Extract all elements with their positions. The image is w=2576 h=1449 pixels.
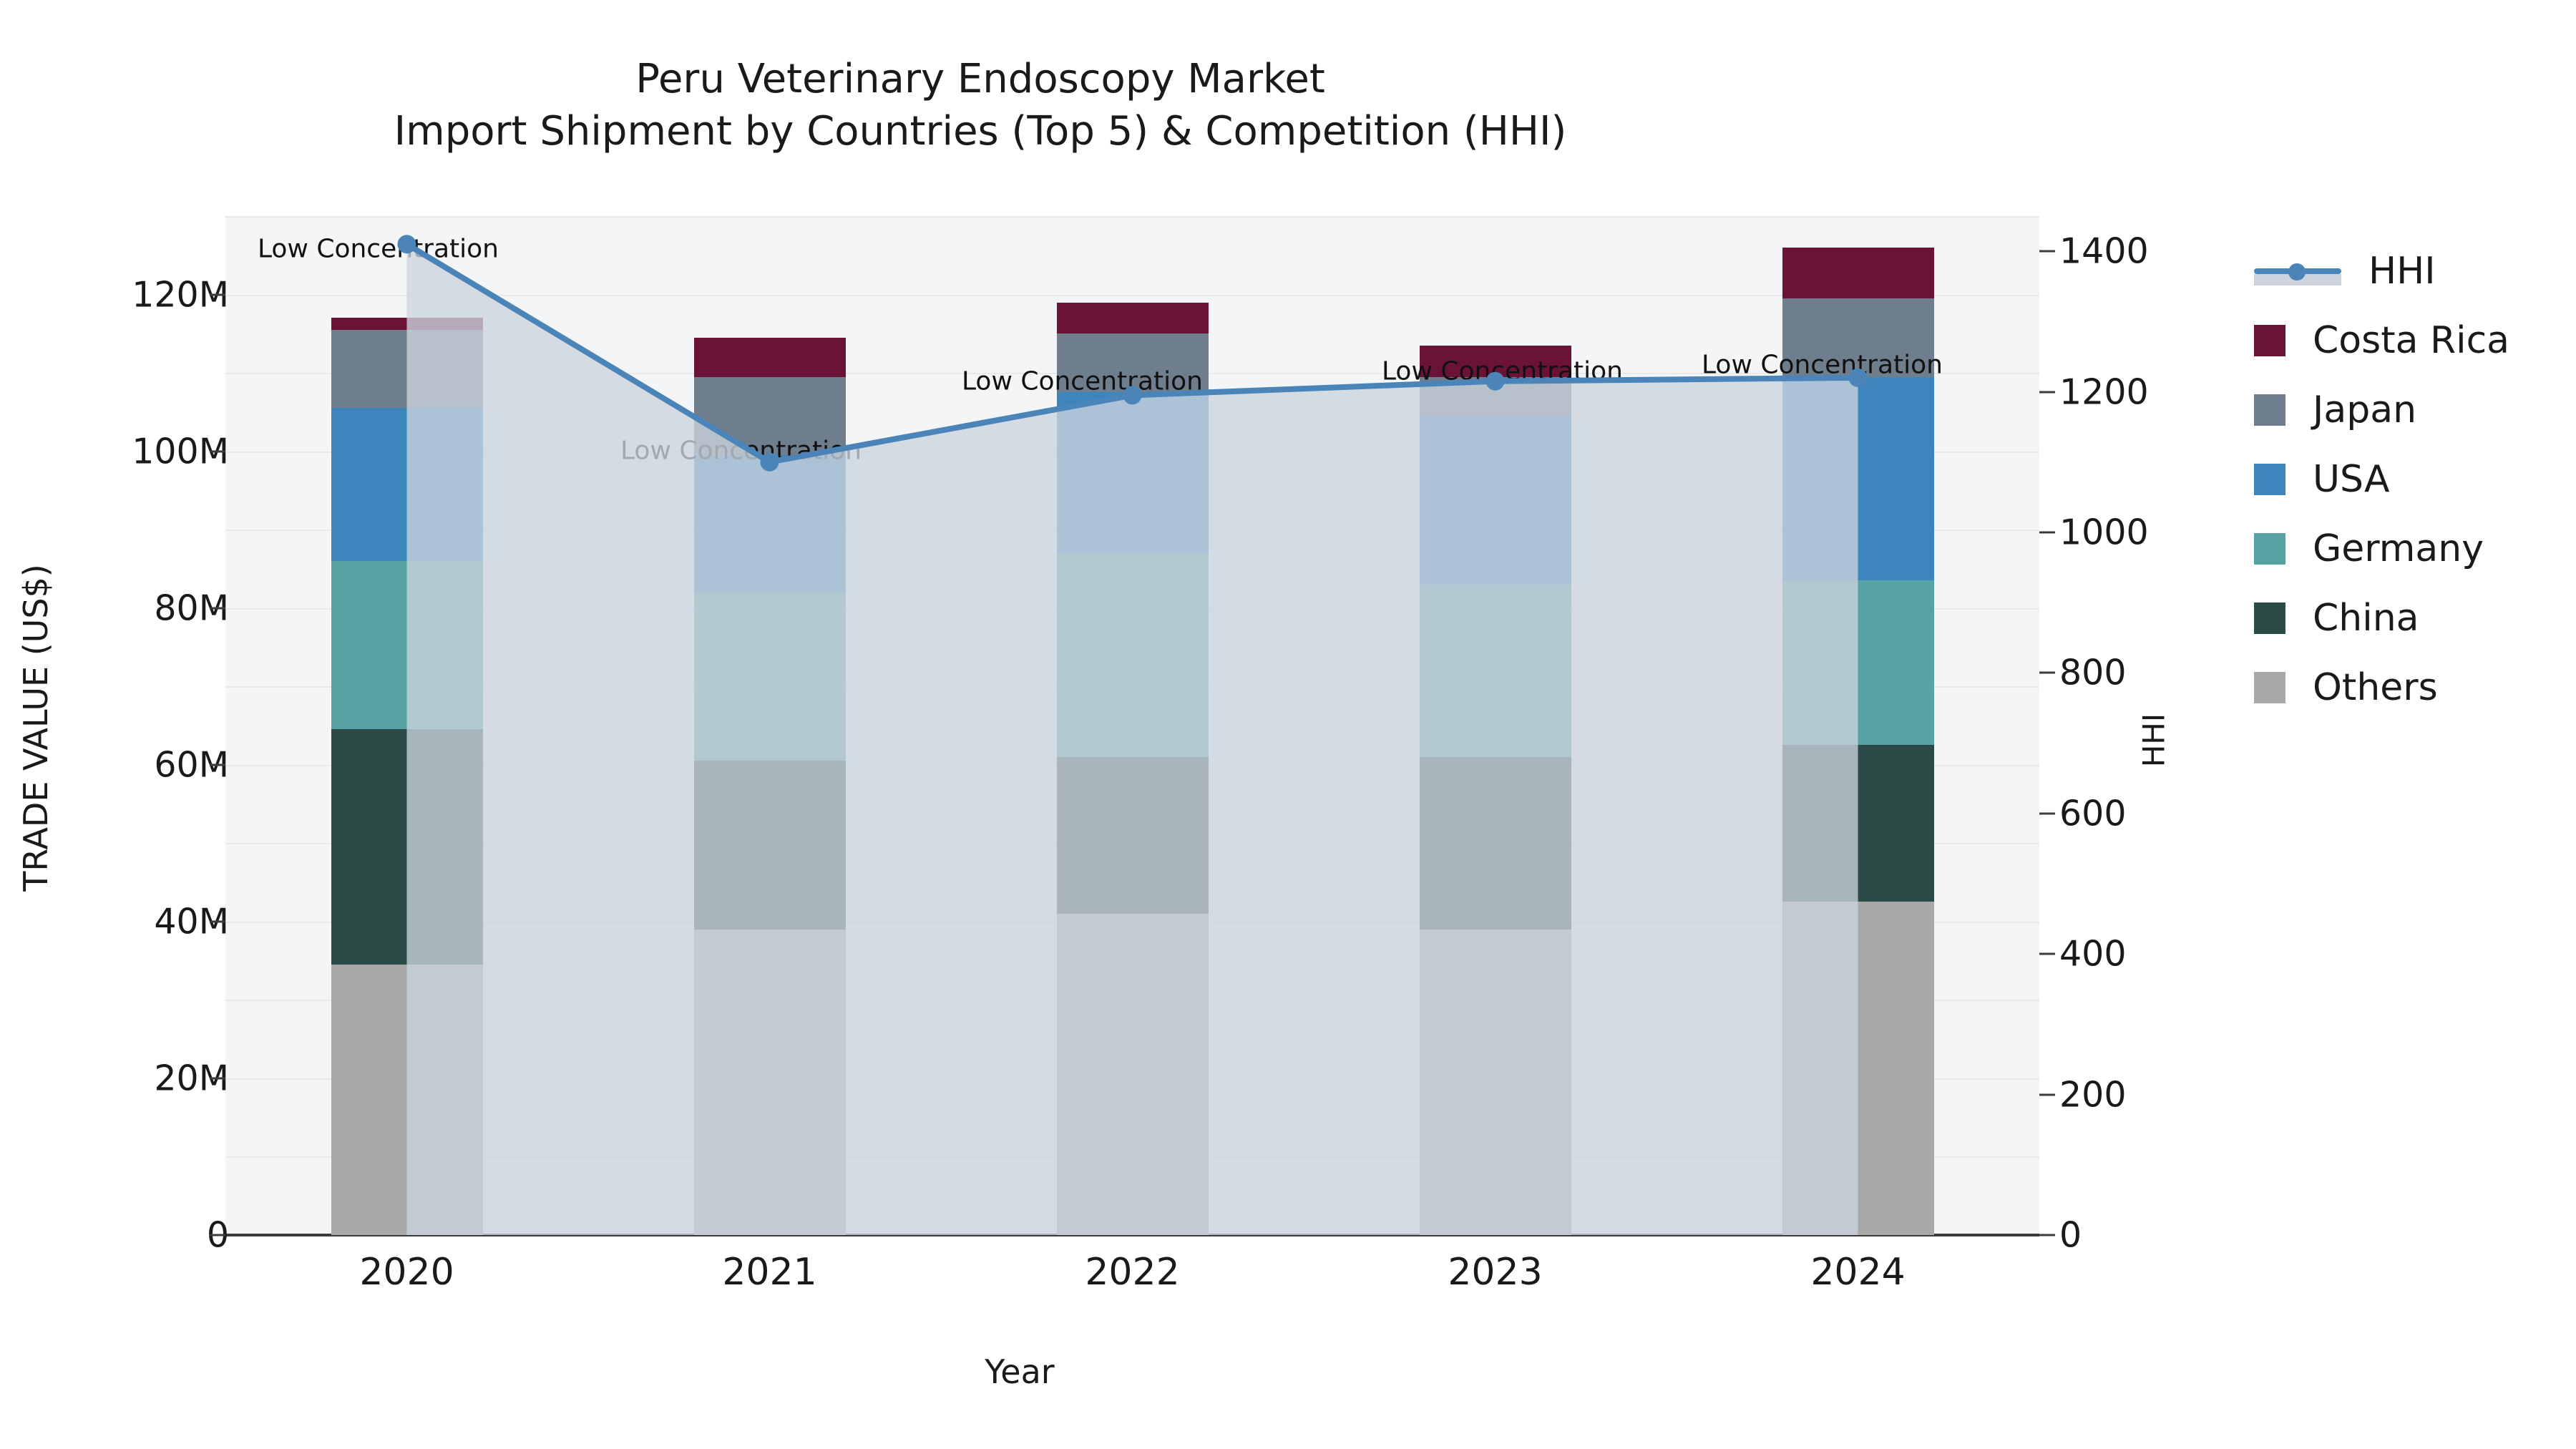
legend-item-usa[interactable]: USA: [2254, 444, 2509, 514]
annotation-low-concentration-2020: Low Concentration: [257, 234, 499, 264]
legend-swatch-icon: [2254, 602, 2285, 634]
y-axis-right-tick-200: 200: [2059, 1074, 2127, 1116]
x-axis-line: [225, 1234, 2039, 1236]
hhi-marker-2024[interactable]: [1848, 368, 1868, 387]
legend-label: Costa Rica: [2313, 318, 2510, 362]
y-axis-left-label: TRADE VALUE (US$): [16, 564, 55, 892]
y-axis-left-tickmark: [210, 1077, 225, 1080]
chart-title-line-2: Import Shipment by Countries (Top 5) & C…: [394, 107, 1567, 155]
legend-line-dot: [2288, 263, 2306, 280]
x-axis-tick-2024: 2024: [1810, 1251, 1906, 1294]
gridline: [225, 216, 2039, 218]
y-axis-right-tick-800: 800: [2059, 652, 2127, 693]
legend-swatch-icon: [2254, 463, 2285, 495]
bar-segment-costa-rica-2021[interactable]: [693, 337, 846, 377]
legend-item-germany[interactable]: Germany: [2254, 514, 2509, 583]
y-axis-right-tickmark: [2039, 812, 2055, 815]
hhi-marker-2020[interactable]: [397, 235, 416, 254]
legend-item-others[interactable]: Others: [2254, 653, 2509, 722]
y-axis-left-tickmark: [210, 450, 225, 453]
x-axis-tick-2023: 2023: [1448, 1251, 1543, 1294]
bar-segment-costa-rica-2024[interactable]: [1782, 247, 1934, 299]
hhi-marker-2023[interactable]: [1485, 371, 1505, 391]
bar-segment-japan-2024[interactable]: [1782, 298, 1934, 377]
legend-line-marker-icon: [2254, 255, 2341, 287]
y-axis-right-tickmark: [2039, 1234, 2055, 1236]
x-axis-label: Year: [985, 1352, 1055, 1391]
legend-label: HHI: [2368, 249, 2436, 293]
annotation-low-concentration-2022: Low Concentration: [961, 366, 1204, 396]
y-axis-left-tickmark: [210, 920, 225, 923]
legend-label: Others: [2313, 665, 2438, 709]
y-axis-right-tickmark: [2039, 250, 2055, 253]
bar-segment-japan-2022[interactable]: [1056, 333, 1209, 393]
x-axis-tick-2020: 2020: [359, 1251, 454, 1294]
y-axis-right-tick-1400: 1400: [2059, 230, 2149, 272]
gridline: [225, 294, 2039, 296]
y-axis-right-tick-0: 0: [2059, 1214, 2082, 1256]
annotation-low-concentration-2024: Low Concentration: [1701, 350, 1943, 380]
legend-item-hhi[interactable]: HHI: [2254, 236, 2509, 306]
y-axis-right-tickmark: [2039, 952, 2055, 955]
legend-swatch-icon: [2254, 324, 2285, 356]
y-axis-left-tick-120M: 120M: [132, 274, 229, 316]
hhi-marker-2022[interactable]: [1123, 386, 1142, 405]
legend-label: USA: [2313, 457, 2390, 501]
legend-label: China: [2313, 596, 2419, 640]
legend-label: Germany: [2313, 527, 2484, 570]
y-axis-right-tickmark: [2039, 391, 2055, 394]
y-axis-left-tickmark: [210, 763, 225, 766]
hhi-marker-2021[interactable]: [760, 452, 779, 472]
y-axis-left-tick-0: 0: [206, 1214, 229, 1256]
legend-item-japan[interactable]: Japan: [2254, 375, 2509, 444]
legend-label: Japan: [2313, 388, 2417, 431]
legend-swatch-icon: [2254, 671, 2285, 703]
y-axis-right-tick-400: 400: [2059, 933, 2127, 975]
y-axis-left-tickmark: [210, 1234, 225, 1236]
chart-legend: HHI Costa Rica Japan USA Germany China Others: [2254, 236, 2509, 722]
x-axis-tick-2022: 2022: [1085, 1251, 1180, 1294]
y-axis-right-tickmark: [2039, 531, 2055, 534]
y-axis-right-tickmark: [2039, 1093, 2055, 1096]
bar-segment-costa-rica-2023[interactable]: [1419, 345, 1571, 377]
bar-segment-costa-rica-2022[interactable]: [1056, 302, 1209, 334]
y-axis-right-tick-1200: 1200: [2059, 371, 2149, 413]
y-axis-right-tick-1000: 1000: [2059, 512, 2149, 553]
chart-title-line-1: Peru Veterinary Endoscopy Market: [635, 56, 1325, 102]
chart-title: Peru Veterinary Endoscopy Market Import …: [0, 54, 1961, 158]
y-axis-right-tickmark: [2039, 671, 2055, 674]
y-axis-left-tickmark: [210, 293, 225, 296]
legend-swatch-icon: [2254, 394, 2285, 426]
x-axis-tick-2021: 2021: [722, 1251, 817, 1294]
hhi-series: [397, 235, 1868, 1236]
hhi-area-fill: [406, 244, 1858, 1236]
y-axis-left-tickmark: [210, 607, 225, 610]
y-axis-left-tick-20M: 20M: [154, 1058, 229, 1099]
y-axis-right-label: HHI: [2136, 713, 2172, 768]
legend-item-china[interactable]: China: [2254, 583, 2509, 653]
y-axis-right-tick-600: 600: [2059, 793, 2127, 834]
legend-item-costa-rica[interactable]: Costa Rica: [2254, 306, 2509, 375]
legend-swatch-icon: [2254, 532, 2285, 565]
